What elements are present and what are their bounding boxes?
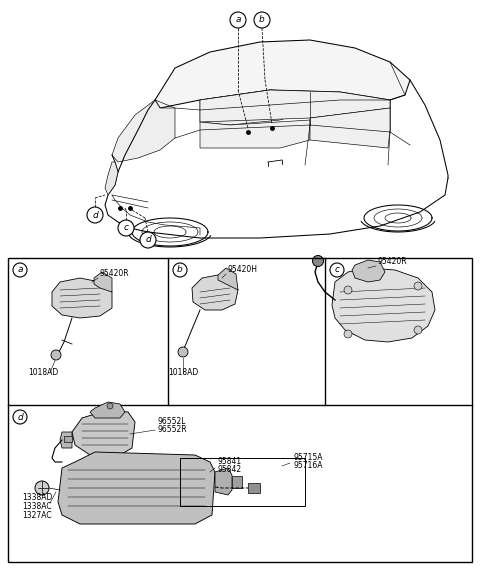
Text: 95841: 95841 xyxy=(218,457,242,466)
Polygon shape xyxy=(332,268,435,342)
Text: a: a xyxy=(235,15,241,25)
Circle shape xyxy=(13,410,27,424)
Circle shape xyxy=(344,330,352,338)
Text: b: b xyxy=(177,266,183,275)
Circle shape xyxy=(344,286,352,294)
Circle shape xyxy=(13,263,27,277)
Polygon shape xyxy=(105,162,118,195)
Polygon shape xyxy=(52,278,112,318)
Circle shape xyxy=(414,326,422,334)
Circle shape xyxy=(254,12,270,28)
Circle shape xyxy=(51,350,61,360)
Text: a: a xyxy=(17,266,23,275)
Polygon shape xyxy=(200,90,310,125)
Circle shape xyxy=(230,12,246,28)
Circle shape xyxy=(312,255,324,267)
Circle shape xyxy=(35,481,49,495)
Polygon shape xyxy=(218,268,238,290)
Text: d: d xyxy=(17,412,23,421)
Text: 1338AC: 1338AC xyxy=(22,502,52,511)
Polygon shape xyxy=(60,432,72,448)
Polygon shape xyxy=(112,100,175,162)
Polygon shape xyxy=(192,275,238,310)
Text: 1327AC: 1327AC xyxy=(22,511,52,520)
Circle shape xyxy=(414,282,422,290)
Text: 96552R: 96552R xyxy=(158,425,188,434)
Bar xyxy=(232,476,242,488)
Text: 95420R: 95420R xyxy=(100,269,130,278)
Polygon shape xyxy=(90,402,125,418)
Circle shape xyxy=(140,232,156,248)
Text: 95420H: 95420H xyxy=(228,265,258,274)
Polygon shape xyxy=(155,40,410,108)
Polygon shape xyxy=(215,468,232,495)
Polygon shape xyxy=(72,410,135,455)
Polygon shape xyxy=(58,452,215,524)
Circle shape xyxy=(118,220,134,236)
Polygon shape xyxy=(64,436,72,442)
Polygon shape xyxy=(200,90,390,122)
Text: 95715A: 95715A xyxy=(293,453,323,462)
Text: 95420R: 95420R xyxy=(378,257,408,266)
Text: c: c xyxy=(123,223,129,232)
Text: 1338AD: 1338AD xyxy=(22,493,52,502)
Text: 1018AD: 1018AD xyxy=(28,368,58,377)
Bar xyxy=(180,458,305,506)
Text: b: b xyxy=(259,15,265,25)
Text: 95716A: 95716A xyxy=(293,461,323,470)
Polygon shape xyxy=(200,120,310,148)
Text: c: c xyxy=(335,266,339,275)
Text: 1018AD: 1018AD xyxy=(168,368,198,377)
Text: 96552L: 96552L xyxy=(158,417,187,426)
Polygon shape xyxy=(352,260,385,282)
Circle shape xyxy=(107,403,113,409)
Text: d: d xyxy=(145,235,151,244)
Polygon shape xyxy=(310,108,390,148)
Circle shape xyxy=(173,263,187,277)
Circle shape xyxy=(330,263,344,277)
Text: d: d xyxy=(92,211,98,219)
Circle shape xyxy=(87,207,103,223)
Circle shape xyxy=(178,347,188,357)
Polygon shape xyxy=(94,272,112,292)
Bar xyxy=(8,258,472,562)
Text: 95842: 95842 xyxy=(218,465,242,474)
Bar xyxy=(248,483,260,493)
